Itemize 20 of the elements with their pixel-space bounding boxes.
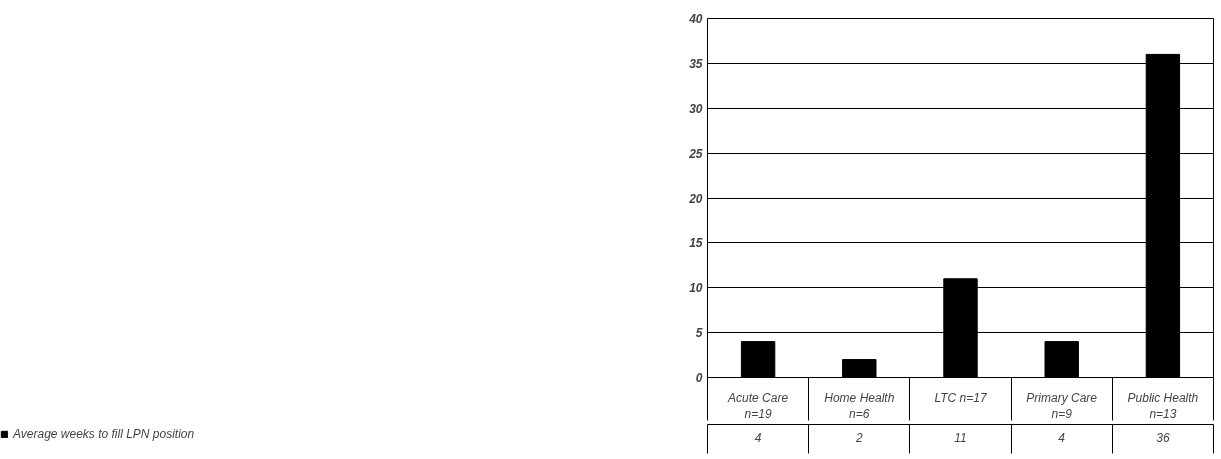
x-tick-label: LTC n=17 bbox=[934, 390, 988, 405]
y-tick-label: 15 bbox=[689, 236, 703, 251]
legend-label: Average weeks to fill LPN position bbox=[13, 427, 195, 441]
y-tick-label: 5 bbox=[695, 326, 703, 341]
x-tick-label: Primary Care n=9 bbox=[1026, 390, 1098, 422]
y-tick-label: 35 bbox=[689, 56, 703, 71]
data-label: 36 bbox=[1156, 430, 1170, 445]
y-tick-label: 40 bbox=[688, 12, 703, 26]
y-tick-label: 0 bbox=[695, 371, 703, 385]
x-tick-label: Home Health n=6 bbox=[824, 390, 895, 422]
y-tick-label: 25 bbox=[688, 146, 703, 161]
y-tick-label: 20 bbox=[688, 191, 703, 206]
data-label: 2 bbox=[854, 430, 863, 445]
data-label: 4 bbox=[754, 430, 762, 445]
data-label: 4 bbox=[1058, 430, 1066, 445]
x-tick-label: Public Health n=13 bbox=[1127, 390, 1199, 422]
x-tick-label: Acute Care n=19 bbox=[727, 390, 789, 422]
data-label: 11 bbox=[954, 430, 967, 445]
y-tick-label: 10 bbox=[689, 281, 703, 296]
y-tick-label: 30 bbox=[689, 101, 703, 116]
